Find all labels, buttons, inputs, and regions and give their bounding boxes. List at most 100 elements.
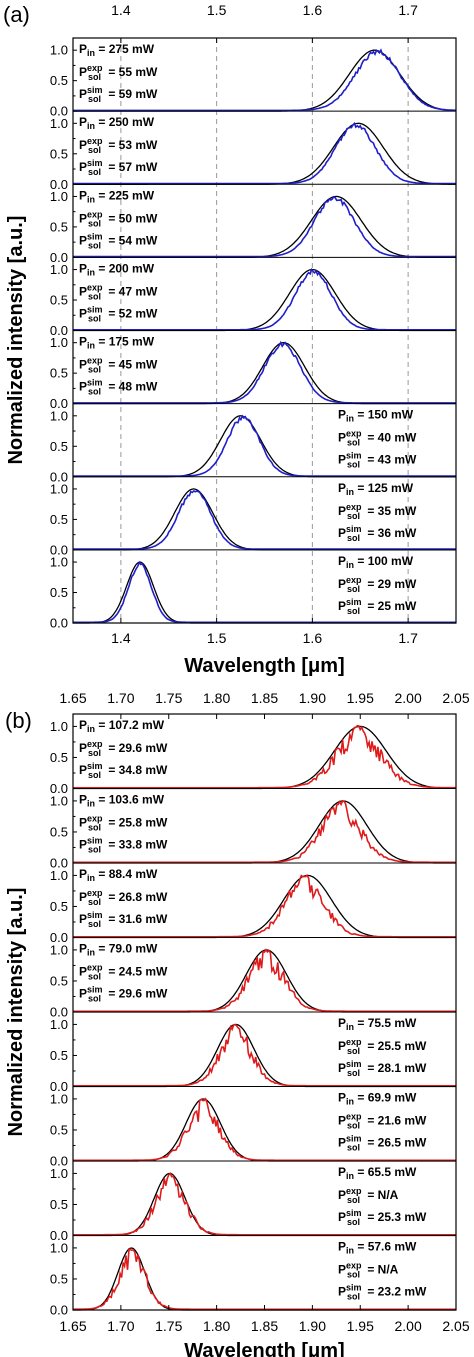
power-annotation: Pin = 88.4 mW Pexp sol = 26.8 mW Psim sol = … xyxy=(79,867,168,929)
experiment-line xyxy=(73,48,457,112)
y-tick-label: 1.0 xyxy=(50,189,68,204)
pexp-label: Pexp sol = N/A xyxy=(338,1261,399,1280)
psim-label: Psim sol = 54 mW xyxy=(79,231,158,250)
psim-label: Psim sol = 59 mW xyxy=(79,85,158,104)
psim-label: Psim sol = 57 mW xyxy=(79,158,158,177)
subplot-7: 0.0 0.5 1.0 Pin = 125 mW Pexp sol = 35 mW Psim… xyxy=(50,476,456,557)
y-tick-label: 0.5 xyxy=(50,366,68,381)
y-tick-label: 1.0 xyxy=(50,335,68,350)
pexp-label: Pexp sol = 40 mW xyxy=(338,429,417,448)
pin-label: Pin = 65.5 mW xyxy=(338,1165,417,1181)
simulation-line xyxy=(73,725,456,790)
experiment-line xyxy=(73,1172,456,1236)
simulation-line xyxy=(73,122,456,185)
pexp-label: Pexp sol = 21.6 mW xyxy=(338,1112,427,1131)
y-axis-label: Normalized intensity [a.u.] xyxy=(5,216,27,465)
simulation-line xyxy=(73,488,456,551)
simulation-line xyxy=(73,874,456,939)
x-tick-label-top: 1.7 xyxy=(398,2,418,18)
y-tick-label: 0.0 xyxy=(50,1228,68,1243)
pin-label: Pin = 200 mW xyxy=(79,261,155,277)
x-tick-label-bottom: 1.70 xyxy=(107,1318,134,1334)
experiment-line xyxy=(73,724,456,789)
panel-label: (b) xyxy=(5,708,32,733)
power-annotation: Pin = 275 mW Pexp sol = 55 mW Psim sol = 59 … xyxy=(79,42,158,104)
psim-label: Psim sol = 48 mW xyxy=(79,378,158,397)
y-tick-label: 1.0 xyxy=(50,793,68,808)
psim-label: Psim sol = 26.5 mW xyxy=(338,1134,427,1153)
subplot-8: 0.0 0.5 1.0 Pin = 100 mW Pexp sol = 29 mW Psim… xyxy=(50,549,456,631)
pin-label: Pin = 125 mW xyxy=(338,481,414,497)
y-tick-label: 1.0 xyxy=(50,1166,68,1181)
experiment-line xyxy=(73,874,456,938)
experiment-line xyxy=(73,267,456,331)
y-tick-label: 0.5 xyxy=(50,512,68,527)
y-tick-label: 0.0 xyxy=(50,542,68,557)
power-annotation: Pin = 57.6 mW Pexp sol = N/A Psim sol = 23.2… xyxy=(338,1240,427,1302)
y-tick-label: 0.5 xyxy=(50,1048,68,1063)
x-tick-label-top: 2.05 xyxy=(442,690,469,706)
y-tick-label: 1.0 xyxy=(50,43,68,58)
x-tick-label-bottom: 1.90 xyxy=(299,1318,326,1334)
power-annotation: Pin = 75.5 mW Pexp sol = 25.5 mW Psim sol = … xyxy=(338,1016,427,1078)
simulation-line xyxy=(73,561,456,624)
pexp-label: Pexp sol = 50 mW xyxy=(79,209,158,228)
y-tick-label: 0.0 xyxy=(50,616,68,631)
y-tick-label: 0.5 xyxy=(50,585,68,600)
subplot-5: 0.0 0.5 1.0 Pin = 175 mW Pexp sol = 45 mW Psim… xyxy=(50,330,456,411)
pexp-label: Pexp sol = 24.5 mW xyxy=(79,963,168,982)
psim-label: Psim sol = 25 mW xyxy=(338,597,417,616)
y-tick-label: 1.0 xyxy=(50,1091,68,1106)
y-tick-label: 0.5 xyxy=(50,146,68,161)
y-tick-label: 0.5 xyxy=(50,439,68,454)
x-tick-label-bottom: 1.85 xyxy=(251,1318,278,1334)
psim-label: Psim sol = 34.8 mW xyxy=(79,761,168,780)
pexp-label: Pexp sol = 55 mW xyxy=(79,63,158,82)
y-tick-label: 1.0 xyxy=(50,1017,68,1032)
pin-label: Pin = 100 mW xyxy=(338,554,414,570)
y-tick-label: 0.0 xyxy=(50,856,68,871)
experiment-line xyxy=(73,121,456,185)
psim-label: Psim sol = 31.6 mW xyxy=(79,910,168,929)
y-tick-label: 1.0 xyxy=(50,408,68,423)
x-tick-label-top: 1.4 xyxy=(111,2,131,18)
panel-label: (a) xyxy=(3,2,30,27)
x-tick-label-top: 1.80 xyxy=(203,690,230,706)
y-tick-label: 1.0 xyxy=(50,719,68,734)
subplot-1: 0.0 0.5 1.0 Pin = 275 mW Pexp sol = 55 mW Psim… xyxy=(50,42,457,119)
pin-label: Pin = 75.5 mW xyxy=(338,1016,417,1032)
power-annotation: Pin = 150 mW Pexp sol = 40 mW Psim sol = 43 … xyxy=(338,408,417,470)
subplot-2: 0.0 0.5 1.0 Pin = 103.6 mW Pexp sol = 25.8 mW… xyxy=(50,788,456,871)
subplot-8: 0.0 0.5 1.0 Pin = 57.6 mW Pexp sol = N/A Psim s… xyxy=(50,1235,456,1318)
subplot-6: 0.0 0.5 1.0 Pin = 150 mW Pexp sol = 40 mW Psim… xyxy=(50,403,456,484)
y-tick-label: 0.5 xyxy=(50,219,68,234)
y-tick-label: 0.5 xyxy=(50,1271,68,1286)
pin-label: Pin = 250 mW xyxy=(79,115,155,131)
x-tick-label-bottom: 1.95 xyxy=(347,1318,374,1334)
pexp-label: Pexp sol = 53 mW xyxy=(79,136,158,155)
pexp-label: Pexp sol = 25.8 mW xyxy=(79,814,168,833)
x-tick-label-top: 1.90 xyxy=(299,690,326,706)
subplot-2: 0.0 0.5 1.0 Pin = 250 mW Pexp sol = 53 mW Psim… xyxy=(50,110,456,192)
simulation-line xyxy=(73,49,457,112)
y-tick-label: 0.0 xyxy=(50,781,68,796)
y-tick-label: 0.5 xyxy=(50,750,68,765)
simulation-line xyxy=(73,800,456,864)
x-tick-label-bottom: 2.00 xyxy=(395,1318,422,1334)
subplot-7: 0.0 0.5 1.0 Pin = 65.5 mW Pexp sol = N/A Psim s… xyxy=(50,1160,456,1243)
x-tick-label-bottom: 2.05 xyxy=(442,1318,469,1334)
pin-label: Pin = 88.4 mW xyxy=(79,867,158,883)
pin-label: Pin = 225 mW xyxy=(79,188,155,204)
x-tick-label-top: 1.5 xyxy=(207,2,227,18)
simulation-line xyxy=(73,1098,456,1162)
pin-label: Pin = 79.0 mW xyxy=(79,942,158,958)
power-annotation: Pin = 79.0 mW Pexp sol = 24.5 mW Psim sol = … xyxy=(79,942,168,1004)
x-tick-label-top: 1.95 xyxy=(347,690,374,706)
y-tick-label: 0.0 xyxy=(50,177,68,192)
power-annotation: Pin = 69.9 mW Pexp sol = 21.6 mW Psim sol = … xyxy=(338,1091,427,1153)
